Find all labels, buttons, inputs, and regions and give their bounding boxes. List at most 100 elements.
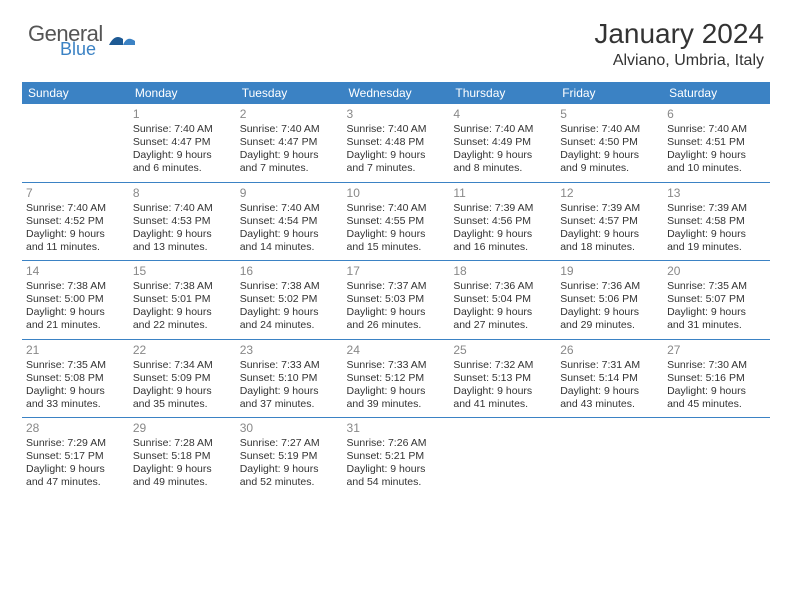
day-number: 31	[347, 421, 446, 436]
calendar-cell: 31Sunrise: 7:26 AMSunset: 5:21 PMDayligh…	[343, 418, 450, 496]
daylight-text: and 8 minutes.	[453, 162, 552, 175]
daylight-text: Daylight: 9 hours	[667, 385, 766, 398]
daylight-text: Daylight: 9 hours	[26, 463, 125, 476]
day-number: 25	[453, 343, 552, 358]
daylight-text: and 9 minutes.	[560, 162, 659, 175]
calendar-row: 14Sunrise: 7:38 AMSunset: 5:00 PMDayligh…	[22, 261, 770, 340]
sunrise-text: Sunrise: 7:26 AM	[347, 437, 446, 450]
sunset-text: Sunset: 4:56 PM	[453, 215, 552, 228]
daylight-text: and 15 minutes.	[347, 241, 446, 254]
daylight-text: Daylight: 9 hours	[453, 385, 552, 398]
day-number: 28	[26, 421, 125, 436]
title-block: January 2024 Alviano, Umbria, Italy	[594, 18, 764, 70]
day-number: 17	[347, 264, 446, 279]
day-number: 13	[667, 186, 766, 201]
daylight-text: Daylight: 9 hours	[347, 149, 446, 162]
calendar-cell: 17Sunrise: 7:37 AMSunset: 5:03 PMDayligh…	[343, 261, 450, 340]
daylight-text: Daylight: 9 hours	[26, 306, 125, 319]
daylight-text: and 37 minutes.	[240, 398, 339, 411]
sunrise-text: Sunrise: 7:30 AM	[667, 359, 766, 372]
daylight-text: and 24 minutes.	[240, 319, 339, 332]
sunrise-text: Sunrise: 7:39 AM	[560, 202, 659, 215]
sunrise-text: Sunrise: 7:34 AM	[133, 359, 232, 372]
sunrise-text: Sunrise: 7:39 AM	[667, 202, 766, 215]
sunset-text: Sunset: 5:14 PM	[560, 372, 659, 385]
day-number: 24	[347, 343, 446, 358]
calendar-cell: 7Sunrise: 7:40 AMSunset: 4:52 PMDaylight…	[22, 182, 129, 261]
daylight-text: and 41 minutes.	[453, 398, 552, 411]
sunrise-text: Sunrise: 7:35 AM	[667, 280, 766, 293]
day-number: 6	[667, 107, 766, 122]
daylight-text: Daylight: 9 hours	[453, 149, 552, 162]
sunrise-text: Sunrise: 7:38 AM	[26, 280, 125, 293]
daylight-text: Daylight: 9 hours	[240, 463, 339, 476]
calendar-cell: 4Sunrise: 7:40 AMSunset: 4:49 PMDaylight…	[449, 104, 556, 182]
sunset-text: Sunset: 5:10 PM	[240, 372, 339, 385]
sunrise-text: Sunrise: 7:40 AM	[26, 202, 125, 215]
day-number: 14	[26, 264, 125, 279]
daylight-text: and 21 minutes.	[26, 319, 125, 332]
daylight-text: Daylight: 9 hours	[240, 385, 339, 398]
daylight-text: and 31 minutes.	[667, 319, 766, 332]
day-number: 26	[560, 343, 659, 358]
calendar-cell: 2Sunrise: 7:40 AMSunset: 4:47 PMDaylight…	[236, 104, 343, 182]
daylight-text: Daylight: 9 hours	[133, 385, 232, 398]
daylight-text: and 16 minutes.	[453, 241, 552, 254]
sunrise-text: Sunrise: 7:40 AM	[347, 202, 446, 215]
daylight-text: and 49 minutes.	[133, 476, 232, 489]
calendar-cell: 15Sunrise: 7:38 AMSunset: 5:01 PMDayligh…	[129, 261, 236, 340]
daylight-text: and 7 minutes.	[347, 162, 446, 175]
daylight-text: Daylight: 9 hours	[240, 228, 339, 241]
sunrise-text: Sunrise: 7:31 AM	[560, 359, 659, 372]
daylight-text: Daylight: 9 hours	[133, 306, 232, 319]
sunset-text: Sunset: 5:18 PM	[133, 450, 232, 463]
day-number: 16	[240, 264, 339, 279]
sunrise-text: Sunrise: 7:33 AM	[240, 359, 339, 372]
month-title: January 2024	[594, 18, 764, 50]
sunrise-text: Sunrise: 7:39 AM	[453, 202, 552, 215]
daylight-text: Daylight: 9 hours	[133, 149, 232, 162]
calendar-cell: 23Sunrise: 7:33 AMSunset: 5:10 PMDayligh…	[236, 339, 343, 418]
calendar-cell	[663, 418, 770, 496]
sunset-text: Sunset: 5:03 PM	[347, 293, 446, 306]
sunrise-text: Sunrise: 7:35 AM	[26, 359, 125, 372]
sunrise-text: Sunrise: 7:32 AM	[453, 359, 552, 372]
day-number: 8	[133, 186, 232, 201]
sunset-text: Sunset: 5:00 PM	[26, 293, 125, 306]
day-number: 20	[667, 264, 766, 279]
weekday-header: Monday	[129, 82, 236, 104]
sunrise-text: Sunrise: 7:27 AM	[240, 437, 339, 450]
sunrise-text: Sunrise: 7:36 AM	[453, 280, 552, 293]
daylight-text: and 52 minutes.	[240, 476, 339, 489]
day-number: 21	[26, 343, 125, 358]
sunrise-text: Sunrise: 7:40 AM	[133, 202, 232, 215]
day-number: 22	[133, 343, 232, 358]
sunset-text: Sunset: 5:21 PM	[347, 450, 446, 463]
calendar-cell: 16Sunrise: 7:38 AMSunset: 5:02 PMDayligh…	[236, 261, 343, 340]
calendar-cell: 18Sunrise: 7:36 AMSunset: 5:04 PMDayligh…	[449, 261, 556, 340]
sunrise-text: Sunrise: 7:40 AM	[240, 202, 339, 215]
logo: General Blue	[28, 24, 137, 57]
calendar-cell: 26Sunrise: 7:31 AMSunset: 5:14 PMDayligh…	[556, 339, 663, 418]
day-number: 2	[240, 107, 339, 122]
calendar-cell: 22Sunrise: 7:34 AMSunset: 5:09 PMDayligh…	[129, 339, 236, 418]
sunrise-text: Sunrise: 7:40 AM	[133, 123, 232, 136]
day-number: 7	[26, 186, 125, 201]
sunrise-text: Sunrise: 7:40 AM	[667, 123, 766, 136]
sunrise-text: Sunrise: 7:38 AM	[133, 280, 232, 293]
day-number: 18	[453, 264, 552, 279]
daylight-text: and 47 minutes.	[26, 476, 125, 489]
day-number: 10	[347, 186, 446, 201]
sunset-text: Sunset: 5:01 PM	[133, 293, 232, 306]
sunset-text: Sunset: 5:17 PM	[26, 450, 125, 463]
sunset-text: Sunset: 4:54 PM	[240, 215, 339, 228]
sunrise-text: Sunrise: 7:40 AM	[453, 123, 552, 136]
day-number: 27	[667, 343, 766, 358]
day-number: 15	[133, 264, 232, 279]
daylight-text: and 26 minutes.	[347, 319, 446, 332]
daylight-text: Daylight: 9 hours	[347, 228, 446, 241]
calendar-row: 1Sunrise: 7:40 AMSunset: 4:47 PMDaylight…	[22, 104, 770, 182]
calendar-row: 28Sunrise: 7:29 AMSunset: 5:17 PMDayligh…	[22, 418, 770, 496]
day-number: 29	[133, 421, 232, 436]
daylight-text: and 43 minutes.	[560, 398, 659, 411]
